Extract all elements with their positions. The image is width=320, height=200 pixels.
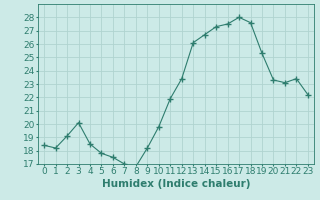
X-axis label: Humidex (Indice chaleur): Humidex (Indice chaleur) bbox=[102, 179, 250, 189]
